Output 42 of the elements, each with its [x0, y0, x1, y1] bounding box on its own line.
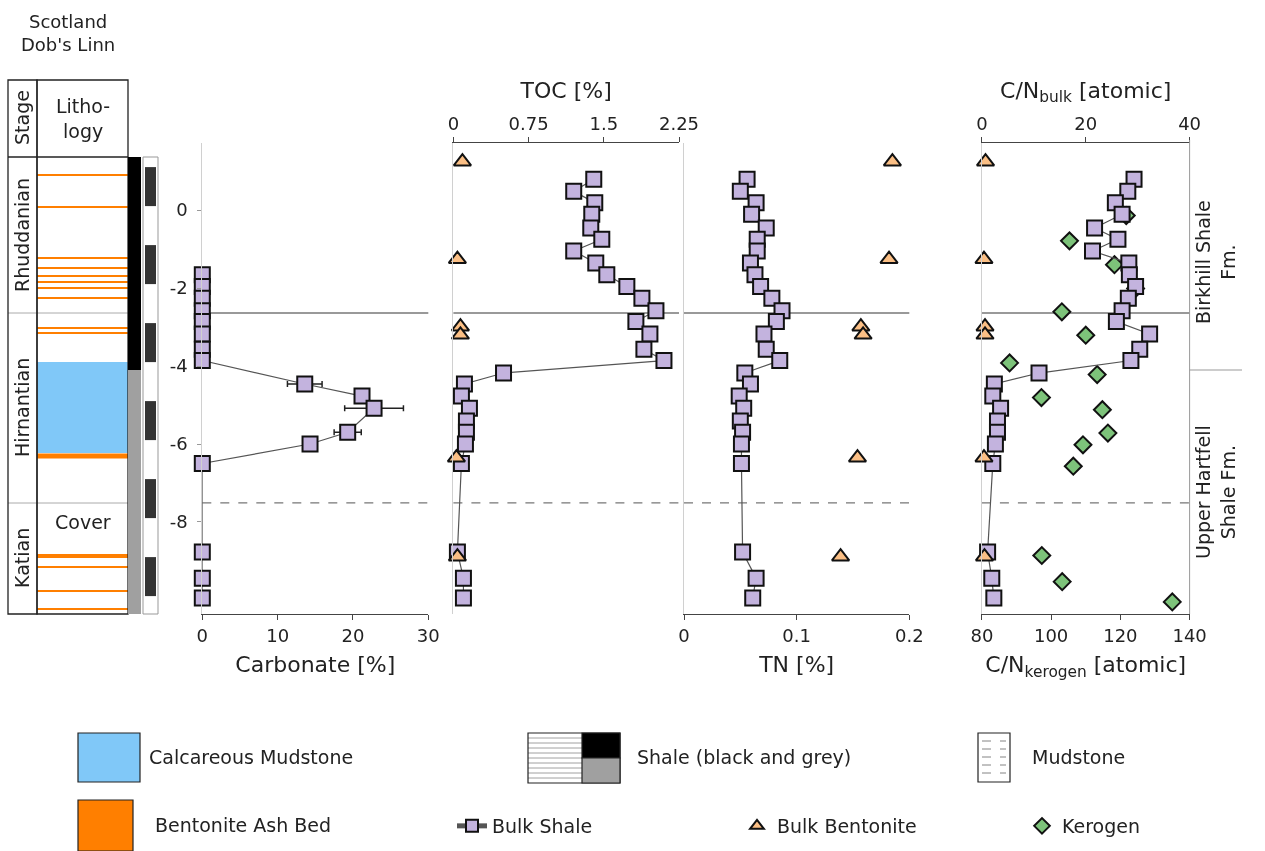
x-tick-label: 140	[1172, 624, 1207, 646]
x-tick-label: 0.1	[782, 624, 811, 646]
x-axis-title: Carbonate [%]	[235, 652, 396, 678]
text: Hirnantian	[11, 357, 33, 457]
legend-label: Bulk Bentonite	[777, 815, 917, 838]
text: Katian	[11, 527, 33, 588]
text: Cover	[55, 511, 111, 533]
text: Upper Hartfell Shale Fm.	[1192, 425, 1239, 559]
text: Bentonite Ash Bed	[155, 814, 332, 836]
text: Stage	[11, 90, 33, 145]
legend-label: Kerogen	[1062, 815, 1141, 838]
x-tick-label: 0.75	[508, 112, 549, 134]
x-axis-title: TOC [%]	[519, 77, 612, 103]
text: Mudstone	[1032, 746, 1126, 768]
x2-axis-title: C/N$_{bulk}$ [atomic]	[1000, 77, 1172, 107]
text: Birkhill Shale Fm.	[1192, 200, 1239, 324]
y-tick-label: -4	[169, 355, 188, 377]
y-tick-label: 0	[176, 199, 188, 221]
x-tick-label: 20	[341, 624, 365, 646]
text: Calcareous Mudstone	[149, 746, 354, 768]
x2-tick-label: 40	[1178, 112, 1202, 134]
y-tick-label: -2	[169, 277, 188, 299]
x-tick-label: 120	[1103, 624, 1138, 646]
x-tick-label: 0	[678, 624, 690, 646]
text: Litho-logy	[56, 95, 111, 142]
text: Shale (black and grey)	[637, 746, 852, 768]
legend-label: Bulk Shale	[492, 815, 593, 838]
x-tick-label: 1.5	[589, 112, 619, 134]
x-axis-title: C/N$_{kerogen}$ [atomic]	[985, 652, 1187, 682]
x-tick-label: 10	[266, 624, 290, 646]
x-tick-label: 100	[1033, 624, 1069, 646]
x-tick-label: 0	[447, 112, 460, 134]
x-axis-title: TN [%]	[758, 652, 835, 678]
text: Scotland Dob's Linn	[21, 11, 116, 56]
x-tick-label: 0	[196, 624, 209, 646]
text: Rhuddanian	[11, 177, 33, 292]
y-tick-label: -6	[169, 433, 188, 455]
x-tick-label: 80	[970, 624, 994, 646]
x-tick-label: 2.25	[658, 112, 700, 134]
x-tick-label: 30	[416, 624, 440, 646]
x-tick-label: 0.2	[894, 624, 924, 646]
y-tick-label: -8	[169, 511, 188, 533]
